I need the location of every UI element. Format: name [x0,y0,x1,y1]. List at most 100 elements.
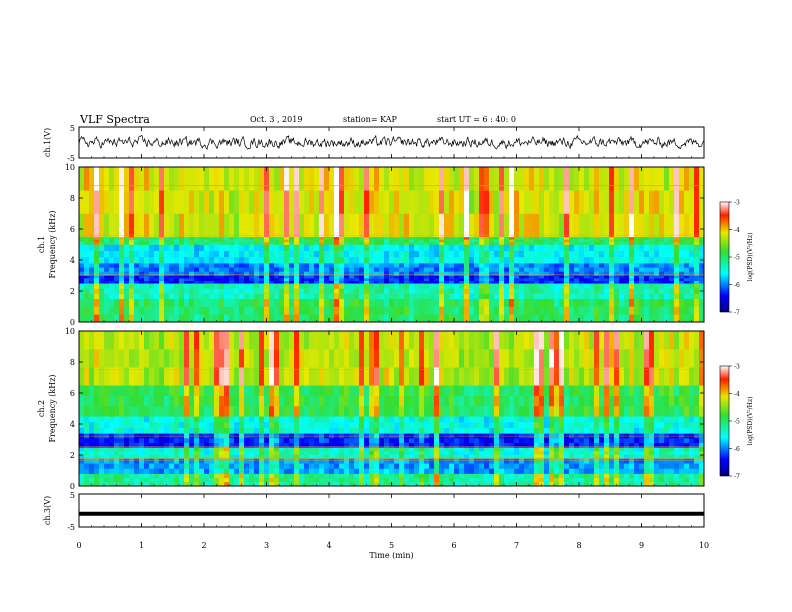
spectrum-cell [459,256,465,264]
spectrum-cell [309,267,315,272]
spectrum-cell [219,442,225,448]
spectrum-cell [454,385,460,396]
spectrum-cell [644,416,650,423]
spectrum-cell [349,244,355,251]
spectrum-cell [149,293,155,300]
spectrum-cell [234,263,240,268]
spectrum-cell [669,263,675,268]
spectrum-cell [404,416,410,423]
spectrum-cell [614,447,620,452]
spectrum-cell [429,236,435,240]
spectrum-cell [419,416,425,423]
spectrum-cell [579,190,585,214]
spectrum-cell [469,278,475,281]
spectrum-cell [539,256,545,264]
spectrum-cell [324,463,330,469]
spectrum-cell [649,477,655,483]
spectrum-cell [194,271,200,276]
spectrum-cell [529,416,535,423]
spectrum-cell [469,267,475,272]
spectrum-cell [589,283,595,289]
spectrum-cell [154,458,160,464]
spectrum-cell [284,213,290,238]
spectrum-cell [549,250,555,258]
spectrum-cell [304,463,310,469]
start-time-label: start UT = 6 : 40: 0 [437,115,516,124]
spectrum-cell [264,283,270,289]
spectrum-cell [499,256,505,264]
spectrum-cell [574,250,580,258]
spectrum-cell [134,213,140,238]
spectrum-cell [539,167,545,191]
spectrum-cell [364,275,370,279]
spectrum-cell [314,244,320,251]
spectrum-cell [514,442,520,448]
spectrum-cell [469,416,475,423]
spectrum-cell [174,468,180,474]
spectrum-cell [439,454,445,459]
spectrum-cell [334,314,340,323]
spectrum-cell [194,385,200,396]
spectrum-cell [79,267,85,272]
spectrum-cell [594,395,600,407]
spectrum-cell [539,421,545,428]
spectrum-cell [139,298,145,307]
spectrum-cell [489,241,495,245]
spectrum-cell [434,450,440,455]
spectrum-cell [424,278,430,281]
spectrum-cell [654,437,660,443]
spectrum-cell [239,477,245,483]
spectrum-cell [89,280,95,284]
spectrum-cell [474,314,480,323]
spectrum-cell [659,385,665,396]
spectrum-cell [214,283,220,289]
spectrum-cell [494,395,500,407]
spectrum-cell [644,236,650,240]
spectrum-cell [174,239,180,243]
spectrum-cell [589,437,595,443]
spectrum-cell [519,190,525,214]
spectrum-cell [329,239,335,243]
spectrum-cell [354,481,360,487]
spectrum-cell [499,244,505,251]
spectrum-cell [194,244,200,251]
spectrum-cell [259,280,265,284]
spectrum-cell [334,250,340,258]
spectrum-cell [399,283,405,289]
spectrum-cell [544,250,550,258]
spectrum-cell [214,256,220,264]
spectrum-cell [114,427,120,434]
spectrum-cell [504,280,510,284]
spectrum-cell [299,283,305,289]
spectrum-cell [349,442,355,448]
spectrum-cell [664,416,670,423]
spectrum-cell [554,283,560,289]
spectrum-cell [554,442,560,448]
spectrum-cell [99,477,105,483]
spectrum-cell [539,385,545,396]
spectrum-cell [84,385,90,396]
spectrum-cell [149,433,155,439]
spectrum-cell [589,278,595,281]
spectrum-cell [484,288,490,294]
spectrum-cell [669,267,675,272]
spectrum-cell [369,463,375,469]
spectrum-cell [519,395,525,407]
spectrum-cell [139,416,145,423]
spectrum-cell [459,280,465,284]
spectrum-cell [204,367,210,386]
spectrum-cell [699,167,705,191]
spectrum-cell [519,306,525,315]
spectrum-cell [89,167,95,191]
spectrum-cell [589,385,595,396]
spectrum-cell [489,433,495,439]
spectrum-cell [279,241,285,245]
spectrum-cell [119,278,125,281]
spectrum-cell [289,288,295,294]
spectrum-cell [399,427,405,434]
spectrum-cell [599,298,605,307]
spectrum-cell [314,280,320,284]
spectrum-cell [414,275,420,279]
spectrum-cell [619,236,625,240]
spectrum-cell [604,427,610,434]
